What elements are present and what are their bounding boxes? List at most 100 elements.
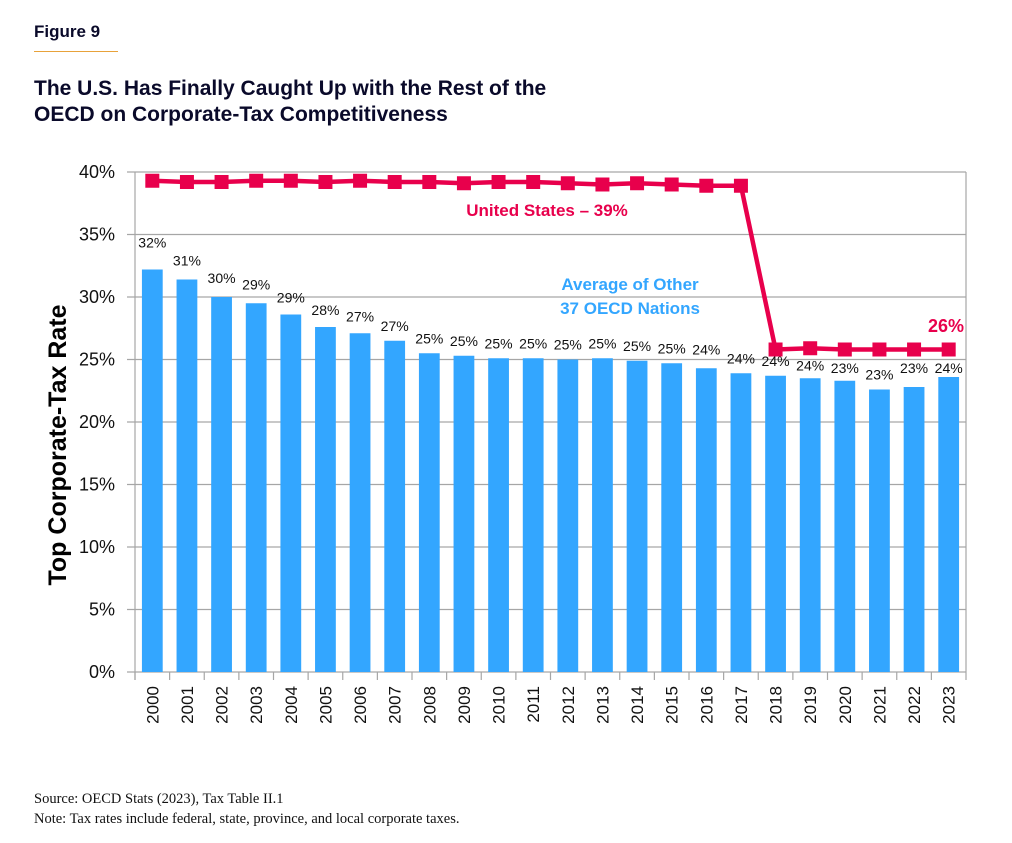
annotation-us-end-value: 26%	[928, 316, 964, 336]
x-tick-label: 2015	[663, 686, 682, 724]
us-line-marker	[491, 175, 506, 189]
x-tick-label: 2005	[316, 686, 335, 724]
x-tick-label: 2008	[420, 686, 439, 724]
bar	[592, 358, 613, 672]
y-axis-label: Top Corporate-Tax Rate	[44, 304, 72, 585]
us-line-marker	[387, 175, 402, 189]
bar-data-label: 23%	[865, 367, 893, 383]
bar	[418, 353, 440, 672]
x-tick-label: 2006	[351, 686, 370, 724]
us-line-marker	[560, 176, 575, 191]
bar-data-label: 25%	[415, 330, 443, 346]
x-tick-label: 2012	[559, 686, 578, 724]
footer: Source: OECD Stats (2023), Tax Table II.…	[34, 789, 459, 829]
x-tick-label: 2019	[801, 686, 820, 724]
bar-data-label: 29%	[242, 276, 270, 292]
x-tick-label: 2022	[905, 686, 924, 724]
bar-data-label: 25%	[519, 335, 547, 351]
us-line-marker	[699, 178, 714, 193]
y-tick-label: 20%	[79, 412, 115, 432]
y-tick-label: 40%	[79, 162, 115, 182]
bar-series-oecd	[141, 269, 960, 672]
x-tick-label: 2001	[178, 686, 197, 724]
bar	[384, 340, 406, 672]
annotation-oecd-line-2: 37 OECD Nations	[560, 299, 700, 318]
bar	[211, 297, 232, 672]
us-line-marker	[283, 173, 298, 188]
bar	[488, 358, 509, 672]
bar-data-label: 25%	[450, 333, 478, 349]
us-line-marker	[664, 177, 679, 192]
x-tick-label: 2013	[593, 686, 612, 724]
us-line-marker	[456, 176, 471, 191]
bar-data-label: 24%	[935, 360, 963, 376]
bar-data-label: 23%	[900, 360, 928, 376]
us-line-marker	[318, 175, 333, 189]
bar	[834, 380, 856, 672]
us-line-marker	[353, 173, 368, 188]
us-line-marker	[526, 175, 541, 189]
chart-title: The U.S. Has Finally Caught Up with the …	[34, 76, 674, 128]
tax-note: Note: Tax rates include federal, state, …	[34, 811, 460, 827]
us-line-marker	[768, 342, 783, 357]
x-tick-label: 2004	[282, 686, 301, 724]
bar-data-label: 24%	[692, 341, 720, 357]
bar-data-label: 28%	[311, 302, 339, 318]
figure-label: Figure 9	[34, 22, 101, 41]
x-tick-label: 2003	[247, 686, 266, 724]
bar-data-label: 25%	[588, 335, 616, 351]
bar-data-label: 25%	[485, 335, 513, 351]
bar-data-label: 30%	[208, 270, 236, 286]
y-tick-label: 10%	[79, 537, 115, 557]
x-tick-label: 2011	[524, 686, 543, 723]
bar-data-label: 24%	[796, 357, 824, 373]
bar-data-label: 27%	[346, 308, 374, 324]
bar	[765, 375, 786, 672]
bar-data-label: 24%	[727, 350, 755, 366]
bar	[245, 303, 267, 672]
bar-data-label: 27%	[381, 318, 409, 334]
bar	[626, 360, 648, 672]
y-tick-label: 0%	[89, 662, 115, 682]
figure-label-underline	[34, 51, 118, 52]
x-tick-label: 2018	[767, 686, 786, 724]
bar	[453, 355, 475, 672]
us-line-marker	[630, 176, 645, 191]
y-axis-ticks: 0% 5% 10% 15% 20% 25% 30% 35% 40%	[79, 162, 115, 682]
x-tick-label: 2014	[628, 686, 647, 724]
bar	[661, 363, 683, 672]
source-note: Source: OECD Stats (2023), Tax Table II.…	[34, 791, 284, 807]
line-series-us	[145, 173, 956, 357]
us-line-marker	[214, 175, 229, 189]
bar	[903, 387, 925, 672]
bar	[799, 378, 821, 672]
bar	[349, 333, 371, 672]
y-tick-label: 15%	[79, 475, 115, 495]
bar-data-label: 23%	[831, 360, 859, 376]
bar	[695, 368, 717, 672]
x-axis: 2000 2001 2002 2003 2004 2005 2006 2007 2008 2009…	[134, 672, 967, 724]
x-tick-label: 2023	[940, 686, 959, 724]
bar-data-label: 32%	[138, 235, 166, 251]
x-tick-label: 2009	[455, 686, 474, 724]
annotation-oecd-line-1: Average of Other	[561, 275, 699, 294]
x-tick-label: 2020	[836, 686, 855, 724]
us-line-marker	[803, 341, 818, 356]
gridlines	[127, 171, 967, 680]
bar	[938, 377, 960, 672]
us-line-marker	[179, 175, 194, 189]
bar-data-label: 25%	[623, 338, 651, 354]
y-tick-label: 25%	[79, 350, 115, 370]
bar-data-label: 31%	[173, 253, 201, 269]
bar	[522, 358, 544, 672]
bar	[280, 314, 302, 672]
x-tick-label: 2000	[143, 686, 162, 724]
bar	[557, 359, 579, 672]
annotation-us: United States – 39%	[466, 201, 628, 220]
bar-data-label: 29%	[277, 290, 305, 306]
bar-data-label: 25%	[658, 340, 686, 356]
us-line-marker	[733, 178, 748, 193]
y-tick-label: 5%	[89, 600, 115, 620]
x-tick-label: 2007	[386, 686, 405, 724]
